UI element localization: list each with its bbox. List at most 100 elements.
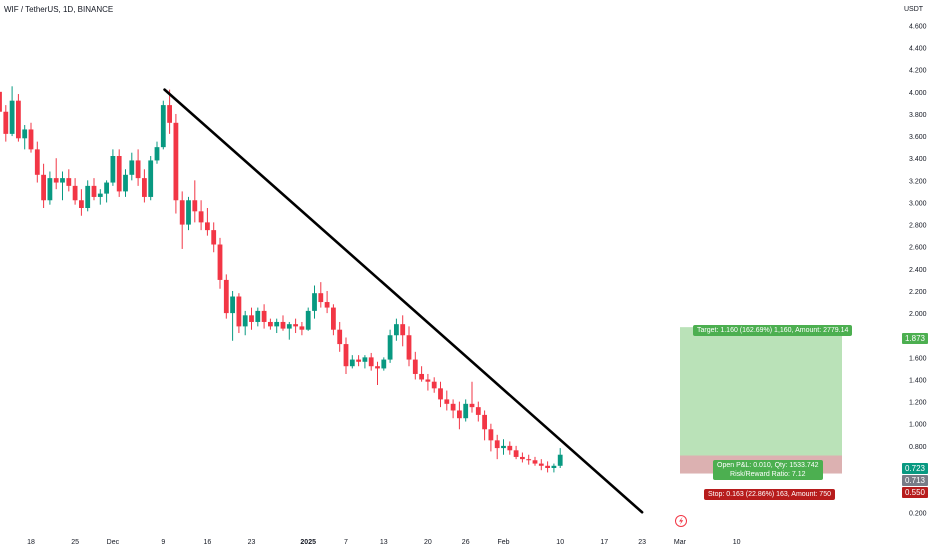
target-label: Target: 1.160 (162.69%) 1,160, Amount: 2… xyxy=(693,325,853,336)
candle-body xyxy=(501,445,506,449)
time-tick-label: Feb xyxy=(497,539,509,546)
flash-icon[interactable] xyxy=(675,515,687,527)
candle-body xyxy=(520,456,525,460)
candle-body xyxy=(538,463,544,466)
candle-body xyxy=(230,296,235,314)
candle-body xyxy=(3,111,9,134)
candle-body xyxy=(444,399,450,404)
price-tag-stop: 0.550 xyxy=(902,487,928,498)
candle-body xyxy=(494,440,500,449)
candle-body xyxy=(450,403,456,411)
candle-body xyxy=(116,156,122,192)
price-tick-label: 3.600 xyxy=(909,134,927,141)
candle-body xyxy=(85,185,91,208)
candle-body xyxy=(337,329,343,345)
time-tick-label: 9 xyxy=(161,539,165,546)
candle-body xyxy=(173,122,179,201)
price-tick-label: 3.800 xyxy=(909,112,927,119)
price-tick-label: 3.400 xyxy=(909,156,927,163)
price-tag-last: 0.723 xyxy=(902,463,928,474)
candle-body xyxy=(362,357,368,362)
candle-body xyxy=(406,335,412,360)
trendline[interactable] xyxy=(163,88,644,514)
candle-body xyxy=(268,321,273,327)
candle-body xyxy=(236,296,242,327)
time-tick-label: 13 xyxy=(380,539,388,546)
risk-reward-text: Risk/Reward Ratio: 7.12 xyxy=(730,471,806,478)
candle-body xyxy=(280,321,286,329)
candle-body xyxy=(135,160,141,179)
stop-text: Stop: 0.163 (22.86%) 163, Amount: 750 xyxy=(708,491,831,498)
trendline-path xyxy=(163,88,644,514)
price-axis-bg xyxy=(900,0,932,550)
time-axis-bg xyxy=(0,532,932,550)
price-tick-label: 2.200 xyxy=(909,289,927,296)
price-tag-target: 1.873 xyxy=(902,333,928,344)
candle-body xyxy=(438,388,443,400)
time-tick-label: 26 xyxy=(462,539,470,546)
candle-body xyxy=(261,310,267,322)
candle-body xyxy=(557,454,563,466)
candle-body xyxy=(299,326,305,330)
price-tick-label: 2.600 xyxy=(909,245,927,252)
candle-body xyxy=(457,410,462,419)
candle-body xyxy=(356,359,361,362)
candle-body xyxy=(148,160,154,197)
flash-icon-ring xyxy=(675,515,687,527)
candle-body xyxy=(412,359,418,374)
candle-body xyxy=(286,324,292,329)
candle-body xyxy=(160,105,166,148)
price-tick-label: 4.000 xyxy=(909,90,927,97)
candle-body xyxy=(249,315,254,322)
candle-body xyxy=(41,174,46,201)
candle-body xyxy=(142,178,147,197)
candle-body xyxy=(545,465,550,468)
candle-body xyxy=(318,293,324,303)
candlestick-series xyxy=(0,86,563,473)
candle-body xyxy=(179,200,185,225)
candle-body xyxy=(305,310,311,330)
candle-body xyxy=(91,185,97,197)
candle-body xyxy=(331,307,336,330)
price-tick-label: 1.000 xyxy=(909,422,927,429)
candle-body xyxy=(60,178,65,183)
time-tick-label: 23 xyxy=(248,539,256,546)
candle-body xyxy=(192,200,198,212)
time-tick-label: 10 xyxy=(733,539,741,546)
candle-body xyxy=(312,293,317,311)
time-tick-label: 23 xyxy=(638,539,646,546)
price-tick-label: 2.400 xyxy=(909,267,927,274)
candle-body xyxy=(22,129,28,139)
time-tick-label: 17 xyxy=(600,539,608,546)
stop-label: Stop: 0.163 (22.86%) 163, Amount: 750 xyxy=(704,489,835,500)
candle-body xyxy=(123,174,128,192)
candle-body xyxy=(526,459,532,461)
candle-body xyxy=(324,302,330,308)
candle-body xyxy=(387,335,393,360)
candle-body xyxy=(16,100,21,139)
candle-body xyxy=(475,407,481,415)
candle-body xyxy=(242,315,248,327)
candle-body xyxy=(28,129,34,150)
symbol-title: WIF / TetherUS, 1D, BINANCE xyxy=(4,5,114,14)
candle-body xyxy=(343,344,349,367)
price-tick-label: 2.800 xyxy=(909,223,927,230)
price-tick-label: 2.000 xyxy=(909,311,927,318)
candle-body xyxy=(104,182,109,194)
candle-body xyxy=(0,91,2,112)
candle-body xyxy=(488,429,494,441)
time-axis[interactable]: 18 25 Dec 9 16 23 2025 7 13 20 26 Feb 10 17 23 Mar 10 xyxy=(0,532,932,550)
time-tick-label: 20 xyxy=(424,539,432,546)
candle-body xyxy=(551,465,557,468)
time-tick-label: 2025 xyxy=(300,539,316,546)
candle-body xyxy=(394,324,399,336)
candle-body xyxy=(66,178,72,186)
long-position-tool[interactable] xyxy=(680,327,842,474)
price-tick-label: 1.400 xyxy=(909,377,927,384)
candle-body xyxy=(110,156,116,183)
price-tick-label: 4.400 xyxy=(909,46,927,53)
time-tick-label: Dec xyxy=(107,539,120,546)
candle-body xyxy=(532,460,538,464)
price-tick-label: 1.600 xyxy=(909,355,927,362)
candle-body xyxy=(198,211,204,223)
